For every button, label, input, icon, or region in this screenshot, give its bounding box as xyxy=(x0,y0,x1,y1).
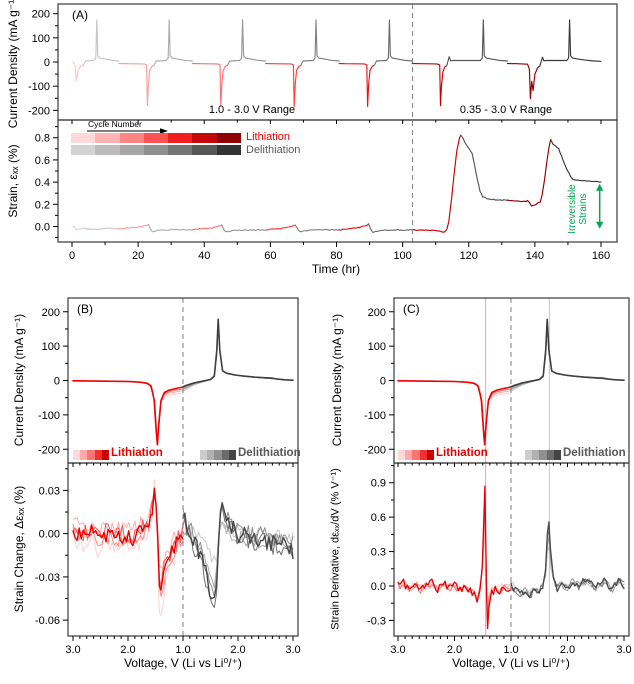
svg-text:0: 0 xyxy=(44,57,50,69)
svg-text:-100: -100 xyxy=(38,410,60,422)
voltage-range-label-right: 0.35 - 3.0 V Range xyxy=(459,104,553,116)
delithiation-gradient-c xyxy=(525,450,562,460)
delithiation-legend-label-b: Delithiation xyxy=(238,447,301,459)
svg-text:200: 200 xyxy=(42,307,60,319)
svg-text:0.6: 0.6 xyxy=(35,155,50,167)
svg-text:-0.06: -0.06 xyxy=(35,615,60,627)
delithiation-legend-label-a: Delithiation xyxy=(246,144,301,156)
svg-text:100: 100 xyxy=(32,33,50,45)
svg-text:0.9: 0.9 xyxy=(371,478,386,490)
svg-text:0.6: 0.6 xyxy=(371,512,386,524)
svg-text:0.0: 0.0 xyxy=(371,581,386,593)
svg-text:2.0: 2.0 xyxy=(560,644,575,656)
svg-text:0: 0 xyxy=(380,376,386,388)
svg-text:2.0: 2.0 xyxy=(447,644,462,656)
svg-text:200: 200 xyxy=(368,307,386,319)
svg-text:3.0: 3.0 xyxy=(616,644,631,656)
svg-text:0.0: 0.0 xyxy=(35,221,50,233)
svg-text:-0.3: -0.3 xyxy=(367,615,386,627)
svg-text:-0.03: -0.03 xyxy=(35,572,60,584)
svg-text:0.03: 0.03 xyxy=(39,485,60,497)
svg-text:100: 100 xyxy=(368,341,386,353)
svg-text:2.0: 2.0 xyxy=(230,644,245,656)
svg-text:-200: -200 xyxy=(38,444,60,456)
svg-text:-100: -100 xyxy=(28,81,50,93)
irreversible-strains-line1: Irreversible xyxy=(566,184,578,234)
panel-a-strain-ylabel: Strain, εₓₓ (%) xyxy=(6,144,20,218)
panel-c-label: (C) xyxy=(403,302,420,316)
panel-a-current-ylabel: Current Density (mA g⁻¹) xyxy=(6,0,20,129)
svg-text:80: 80 xyxy=(330,250,342,262)
svg-text:2.0: 2.0 xyxy=(120,644,135,656)
irreversible-strains-line2: Strains xyxy=(578,193,589,225)
svg-text:40: 40 xyxy=(198,250,210,262)
panel-a-xlabel: Time (hr) xyxy=(311,262,361,276)
lithiation-gradient-b xyxy=(73,450,110,460)
lithiation-legend-label-c: Lithiation xyxy=(436,447,488,459)
svg-text:0: 0 xyxy=(69,250,75,262)
svg-text:100: 100 xyxy=(42,341,60,353)
svg-text:200: 200 xyxy=(32,9,50,21)
panel-c-strain-derivative-ylabel: Strain Derivative, dεₓₓ/dV (% V⁻¹) xyxy=(329,468,342,630)
delithiation-gradient-a xyxy=(71,145,241,155)
svg-text:3.0: 3.0 xyxy=(285,644,300,656)
panel-b-label: (B) xyxy=(77,302,93,316)
svg-text:-200: -200 xyxy=(364,444,386,456)
svg-text:0.00: 0.00 xyxy=(39,529,60,541)
svg-text:0.4: 0.4 xyxy=(35,177,50,189)
irreversible-strains-annotation: Irreversible Strains xyxy=(567,184,589,233)
svg-text:140: 140 xyxy=(526,250,544,262)
lithiation-legend-label-a: Lithiation xyxy=(246,131,291,143)
panel-a-label: (A) xyxy=(72,8,88,22)
delithiation-gradient-b xyxy=(200,450,237,460)
svg-text:0.2: 0.2 xyxy=(35,199,50,211)
lithiation-legend-label-b: Lithiation xyxy=(111,447,163,459)
panel-b-current-ylabel: Current Density (mA g⁻¹) xyxy=(12,313,26,447)
lithiation-gradient-c xyxy=(398,450,435,460)
svg-text:120: 120 xyxy=(460,250,478,262)
svg-text:0.3: 0.3 xyxy=(371,547,386,559)
svg-text:60: 60 xyxy=(264,250,276,262)
panel-c-xlabel: Voltage, V (Li vs Li⁰/⁺) xyxy=(452,656,570,670)
voltage-range-label-left: 1.0 - 3.0 V Range xyxy=(208,104,296,116)
svg-text:0: 0 xyxy=(54,376,60,388)
svg-text:1.0: 1.0 xyxy=(175,644,190,656)
svg-text:-200: -200 xyxy=(28,105,50,117)
panel-c-current-ylabel: Current Density (mA g⁻¹) xyxy=(330,313,344,447)
cycle-number-label: Cycle Number xyxy=(88,119,142,129)
panel-b-xlabel: Voltage, V (Li vs Li⁰/⁺) xyxy=(124,656,242,670)
svg-text:-100: -100 xyxy=(364,410,386,422)
svg-text:1.0: 1.0 xyxy=(503,644,518,656)
svg-text:20: 20 xyxy=(132,250,144,262)
panel-b-strain-change-ylabel: Strain Change, Δεₓₓ (%) xyxy=(12,485,26,613)
svg-text:160: 160 xyxy=(592,250,610,262)
lithiation-gradient-a xyxy=(71,133,241,143)
svg-text:0.8: 0.8 xyxy=(35,133,50,145)
svg-text:3.0: 3.0 xyxy=(390,644,405,656)
delithiation-legend-label-c: Delithiation xyxy=(563,447,626,459)
svg-text:3.0: 3.0 xyxy=(65,644,80,656)
svg-text:100: 100 xyxy=(393,250,411,262)
